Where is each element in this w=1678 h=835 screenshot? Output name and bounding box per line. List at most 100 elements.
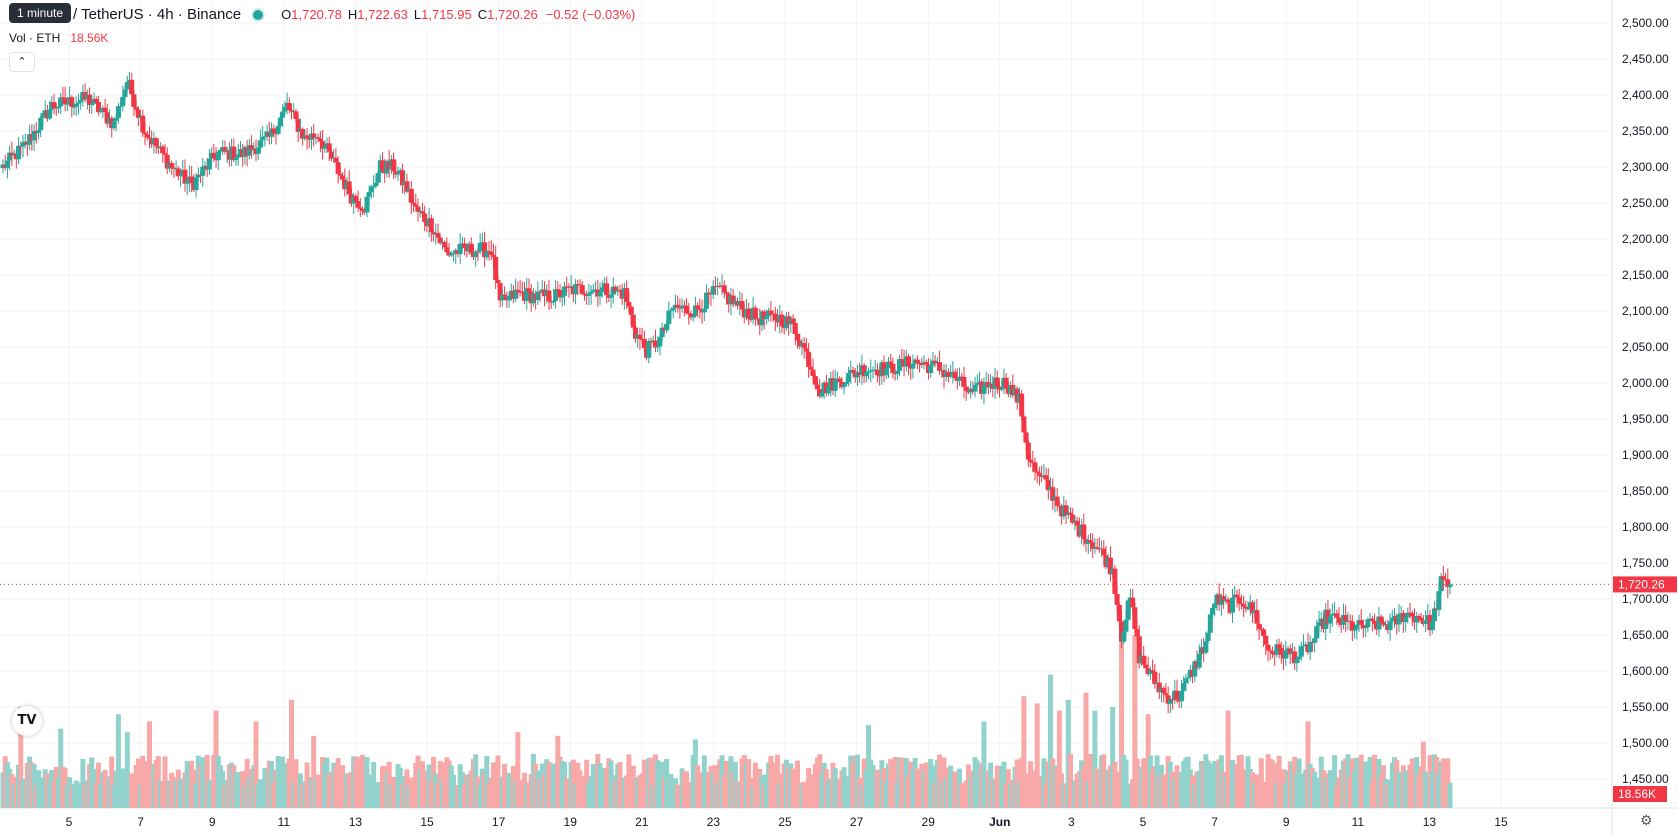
candle-body <box>16 145 22 160</box>
candle-body <box>1365 619 1371 628</box>
volume-bar <box>1041 758 1047 808</box>
candle-body <box>724 292 729 294</box>
price-tick-label: 1,550.00 <box>1622 700 1669 714</box>
candle-body <box>1174 690 1180 701</box>
candle-body <box>31 130 37 141</box>
candle-body <box>905 356 911 366</box>
candle-body <box>1130 597 1136 608</box>
volume-bar <box>162 756 168 808</box>
close-value: 1,720.26 <box>487 7 538 22</box>
candle-body <box>657 337 663 347</box>
candle-body <box>666 310 672 325</box>
candle-body <box>1003 377 1009 389</box>
candle-body <box>317 138 323 142</box>
volume-bar <box>974 760 980 808</box>
volume-bar <box>1056 710 1062 808</box>
market-status-icon[interactable] <box>251 7 266 22</box>
candle-body <box>1276 644 1282 649</box>
volume-label[interactable]: Vol · ETH <box>9 31 61 45</box>
candle-body <box>1241 604 1247 607</box>
candle-body <box>888 361 894 364</box>
candle-body <box>866 371 872 373</box>
candle-body <box>768 310 774 314</box>
candle-body <box>502 294 508 297</box>
candle-body <box>64 103 70 105</box>
candle-body <box>322 146 328 149</box>
candle-body <box>752 307 758 319</box>
symbol-legend: um / TetherUS · 4h · Binance O 1,720.78 … <box>0 6 635 23</box>
candle-body <box>1236 597 1242 604</box>
candle-body <box>524 288 530 301</box>
candle-body <box>95 101 101 113</box>
candle-body <box>1163 693 1169 696</box>
candle-body <box>178 175 184 177</box>
candle-body <box>1265 644 1271 651</box>
candle-body <box>286 103 292 111</box>
candle-body <box>169 163 175 168</box>
volume-bar <box>1358 754 1364 808</box>
volume-legend: Vol · ETH 18.56K <box>9 31 108 45</box>
candle-body <box>515 289 521 292</box>
candle-body <box>1256 623 1262 629</box>
gear-icon[interactable]: ⚙ <box>1640 812 1653 828</box>
time-tick-label: 11 <box>1352 815 1365 829</box>
candle-body <box>739 300 745 310</box>
candle-body <box>217 149 223 152</box>
candle-body <box>1380 622 1386 625</box>
candle-body <box>164 154 170 169</box>
price-tick-label: 1,650.00 <box>1622 628 1669 642</box>
candle-body <box>353 195 359 202</box>
candle-body <box>686 312 692 314</box>
candle-body <box>1438 576 1444 592</box>
candle-body <box>373 182 379 187</box>
candle-body <box>448 253 454 256</box>
candle-body <box>1021 416 1027 433</box>
volume-bar <box>1092 710 1098 808</box>
candle-body <box>1234 594 1240 598</box>
low-value: 1,715.95 <box>421 7 472 22</box>
volume-bar <box>981 721 987 808</box>
candle-body <box>1050 487 1056 501</box>
candle-body <box>195 174 201 178</box>
candle-body <box>963 386 969 391</box>
candle-body <box>1087 540 1093 543</box>
candle-body <box>140 115 146 133</box>
candle-body <box>182 169 188 184</box>
candle-body <box>761 311 767 320</box>
candle-body <box>280 111 286 118</box>
candle-body <box>1043 475 1049 480</box>
candle-body <box>1181 683 1187 691</box>
candle-body <box>277 117 283 126</box>
time-tick-label: 9 <box>1283 815 1290 829</box>
candle-body <box>233 157 239 161</box>
candle-body <box>628 306 634 315</box>
candle-body <box>486 251 492 253</box>
candle-body <box>411 202 417 205</box>
candle-body <box>1414 616 1420 623</box>
candle-body <box>808 366 814 370</box>
time-tick-label: 15 <box>1494 815 1508 829</box>
candle-body <box>999 388 1005 390</box>
candle-body <box>806 351 812 367</box>
candle-body <box>652 340 658 348</box>
collapse-legend-button[interactable]: ⌃ <box>9 52 35 72</box>
candle-body <box>792 322 798 334</box>
candle-body <box>1125 600 1131 620</box>
candle-body <box>366 191 372 197</box>
candle-body <box>1114 593 1120 605</box>
time-tick-label: 5 <box>66 815 73 829</box>
last-price-badge <box>1613 576 1677 593</box>
tradingview-logo-icon[interactable]: TV <box>12 706 42 736</box>
candle-body <box>1349 621 1355 631</box>
candle-body <box>668 310 674 312</box>
candle-body <box>679 305 685 309</box>
symbol-title[interactable]: um / TetherUS · 4h · Binance <box>48 6 242 23</box>
candle-body <box>646 341 652 358</box>
candle-body <box>488 251 494 256</box>
volume-bar <box>135 758 141 808</box>
candle-body <box>684 305 690 313</box>
volume-bar <box>648 757 654 808</box>
candle-body <box>315 137 321 139</box>
candle-body <box>346 181 352 195</box>
